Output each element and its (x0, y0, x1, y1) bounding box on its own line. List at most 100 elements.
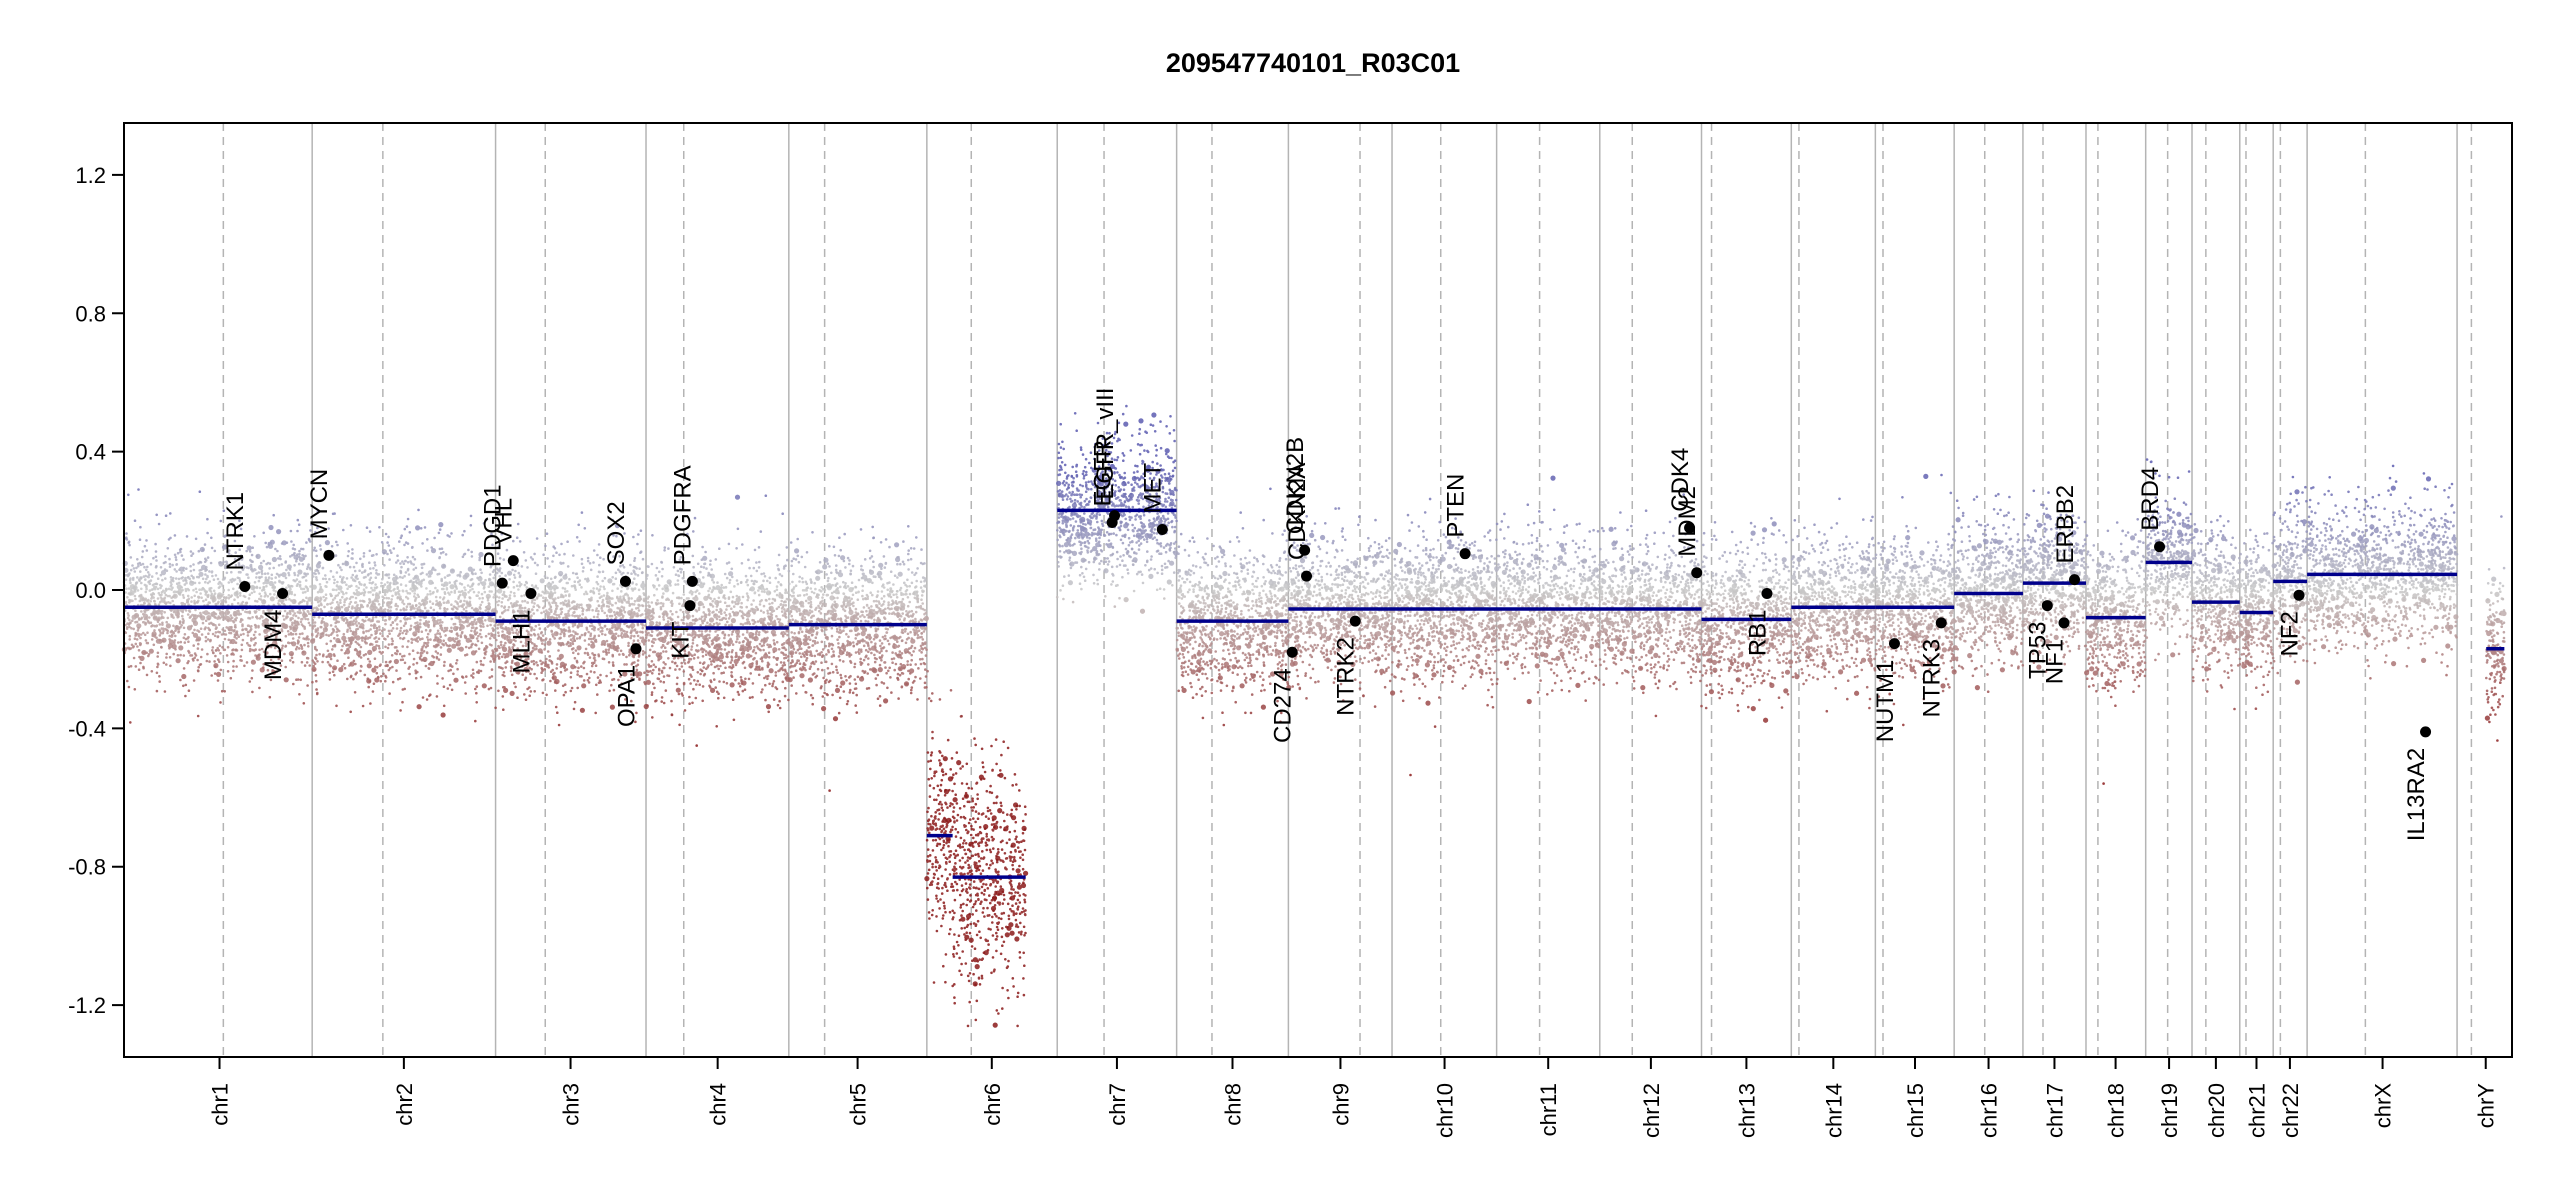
probe-point-cloud (1199, 566, 1244, 569)
probe-point-cloud (1879, 679, 1882, 682)
probe-point-cloud (1259, 605, 1263, 608)
probe-point-cloud (1905, 614, 1911, 620)
probe-point-cloud (1084, 567, 1156, 571)
probe-point-cloud (2274, 581, 2308, 585)
probe-point-cloud (503, 687, 509, 693)
probe-point-cloud (354, 672, 455, 676)
probe-point-cloud (2100, 653, 2104, 657)
probe-point-cloud (375, 585, 486, 589)
probe-point-cloud (2324, 555, 2330, 561)
probe-point-cloud (164, 560, 288, 564)
probe-point-cloud (778, 622, 784, 628)
probe-point-cloud (1190, 685, 1235, 689)
probe-point-cloud (648, 605, 785, 609)
probe-point-cloud (2029, 611, 2075, 616)
probe-point-cloud (2244, 593, 2258, 597)
probe-point-cloud (2312, 586, 2318, 593)
probe-point-cloud (1194, 594, 1285, 598)
probe-point-cloud (2055, 628, 2058, 631)
probe-point-cloud (440, 712, 446, 718)
probe-point-cloud (1743, 612, 1788, 616)
probe-point-cloud (2240, 630, 2272, 634)
probe-point-cloud (1069, 562, 1167, 566)
probe-point-cloud (1191, 696, 1195, 699)
probe-point-cloud (1380, 672, 1657, 676)
probe-point-cloud (655, 603, 783, 607)
probe-point-cloud (1250, 673, 1256, 679)
probe-point-cloud (319, 635, 496, 640)
probe-point-cloud (1880, 578, 1952, 582)
probe-point-cloud (702, 635, 708, 641)
probe-point-cloud (2203, 644, 2207, 647)
probe-point-cloud (271, 669, 277, 675)
probe-point-cloud (312, 660, 479, 664)
probe-point-cloud (1889, 544, 1953, 548)
probe-point-cloud (859, 528, 863, 531)
probe-point-cloud (361, 704, 365, 708)
probe-point-cloud (2040, 553, 2046, 560)
probe-point-cloud (616, 611, 622, 617)
probe-point-cloud (834, 583, 895, 587)
probe-point-cloud (530, 650, 533, 654)
probe-point-cloud (446, 687, 450, 690)
probe-point-cloud (2282, 603, 2287, 606)
probe-point-cloud (1908, 550, 1912, 554)
probe-point-cloud (1793, 632, 1799, 639)
probe-point-cloud (714, 599, 720, 606)
probe-point-cloud (1728, 551, 1764, 555)
probe-point-cloud (1067, 482, 1153, 487)
probe-point-cloud (154, 542, 284, 546)
probe-point-cloud (1492, 671, 1496, 675)
probe-point-cloud (330, 545, 334, 548)
probe-point-cloud (2077, 647, 2081, 650)
probe-point-cloud (2071, 534, 2074, 538)
probe-point-cloud (182, 667, 186, 670)
probe-point-cloud (2154, 607, 2175, 611)
probe-point-cloud (1268, 580, 1274, 586)
probe-point-cloud (356, 650, 362, 657)
probe-point-cloud (2489, 603, 2492, 607)
probe-point-cloud (323, 622, 329, 628)
probe-point-cloud (512, 601, 518, 608)
probe-point-cloud (1750, 705, 1756, 712)
probe-point-cloud (1199, 664, 1202, 667)
probe-point-cloud (2249, 528, 2252, 532)
probe-point-cloud (902, 540, 905, 543)
probe-point-cloud (2054, 616, 2085, 620)
probe-point-cloud (688, 702, 691, 706)
probe-point-cloud (1711, 659, 1718, 665)
probe-point-cloud (2034, 591, 2051, 595)
probe-point-cloud (2128, 585, 2131, 589)
probe-point-cloud (1745, 662, 1751, 668)
probe-point-cloud (1363, 656, 1654, 660)
probe-point-cloud (1774, 615, 1778, 619)
probe-point-cloud (1997, 600, 2006, 604)
probe-point-cloud (524, 636, 530, 642)
probe-point-cloud (1775, 571, 1779, 574)
probe-point-cloud (2494, 652, 2498, 655)
probe-point-cloud (2397, 556, 2403, 563)
probe-point-cloud (1057, 519, 1174, 524)
probe-point-cloud (2131, 594, 2134, 598)
probe-point-cloud (1179, 622, 1287, 626)
probe-point-cloud (1216, 679, 1219, 683)
probe-point-cloud (699, 582, 705, 589)
probe-point-cloud (179, 678, 220, 682)
probe-point-cloud (2422, 472, 2426, 475)
probe-point-cloud (2493, 666, 2496, 669)
probe-point-cloud (2191, 563, 2217, 567)
probe-point-cloud (522, 551, 526, 554)
probe-point-cloud (2283, 566, 2302, 570)
probe-point-cloud (1304, 648, 1635, 652)
probe-point-cloud (646, 565, 786, 569)
probe-point-cloud (2151, 523, 2190, 527)
probe-point-cloud (643, 703, 772, 710)
probe-point-cloud (495, 600, 630, 605)
probe-point-cloud (2334, 504, 2453, 508)
probe-point-cloud (500, 610, 636, 615)
probe-point-cloud (651, 716, 654, 719)
probe-point-cloud (1291, 618, 1701, 623)
probe-point-cloud (2243, 626, 2266, 630)
probe-point-cloud (1977, 566, 1983, 572)
probe-point-cloud (487, 616, 493, 623)
